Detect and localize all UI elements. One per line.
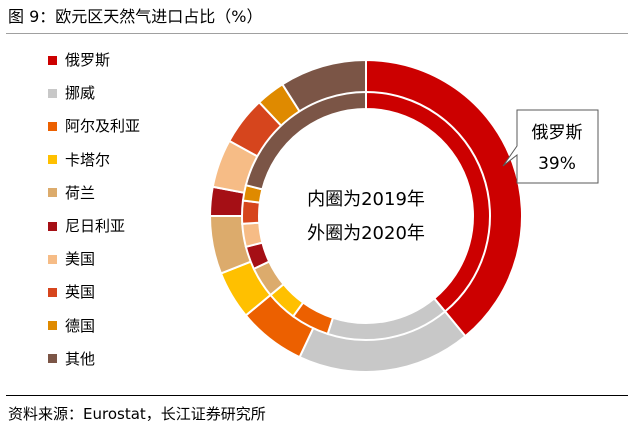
callout-value: 39% <box>538 154 576 174</box>
center-label-inner: 内圈为2019年 <box>307 189 425 210</box>
callout-name: 俄罗斯 <box>532 123 583 143</box>
source-note: 资料来源：Eurostat，长江证券研究所 <box>8 405 266 423</box>
legend-item: 英国 <box>48 282 95 302</box>
legend-swatch <box>48 287 57 297</box>
outer-ring-2020 <box>208 58 523 373</box>
legend-item: 俄罗斯 <box>48 50 110 70</box>
legend-label: 英国 <box>65 283 96 302</box>
legend-item: 挪威 <box>48 83 95 103</box>
inner-ring-slice <box>244 90 367 191</box>
legend-item: 其他 <box>48 349 95 369</box>
legend-swatch <box>48 155 57 165</box>
legend-label: 荷兰 <box>65 183 96 202</box>
legend-swatch <box>48 321 57 331</box>
legend-swatch <box>48 354 57 364</box>
inner-ring-slice <box>241 221 264 249</box>
legend-label: 美国 <box>65 250 96 269</box>
legend-label: 尼日利亚 <box>65 217 126 235</box>
legend-swatch <box>48 188 57 198</box>
legend-swatch <box>48 55 57 65</box>
inner-ring-slice <box>241 199 261 225</box>
legend-label: 卡塔尔 <box>65 150 111 169</box>
legend-swatch <box>48 88 57 98</box>
legend-label: 挪威 <box>65 84 96 103</box>
legend-label: 德国 <box>65 316 96 335</box>
legend-item: 卡塔尔 <box>48 150 110 170</box>
legend-item: 德国 <box>48 316 95 336</box>
legend-item: 阿尔及利亚 <box>48 116 140 136</box>
legend-swatch <box>48 254 57 264</box>
title-divider <box>6 33 628 34</box>
center-label-outer: 外圈为2020年 <box>307 223 425 244</box>
legend-item: 荷兰 <box>48 183 95 203</box>
legend-swatch <box>48 121 57 131</box>
legend-label: 阿尔及利亚 <box>65 117 141 136</box>
legend-item: 美国 <box>48 249 95 269</box>
legend-label: 其他 <box>65 349 96 368</box>
inner-ring-2019 <box>241 90 491 341</box>
legend-item: 尼日利亚 <box>48 216 125 236</box>
legend-label: 俄罗斯 <box>65 51 111 69</box>
callout-box <box>502 109 599 184</box>
legend-swatch <box>48 221 57 231</box>
figure-title: 图 9：欧元区天然气进口占比（%） <box>8 7 263 26</box>
source-divider <box>6 395 628 396</box>
